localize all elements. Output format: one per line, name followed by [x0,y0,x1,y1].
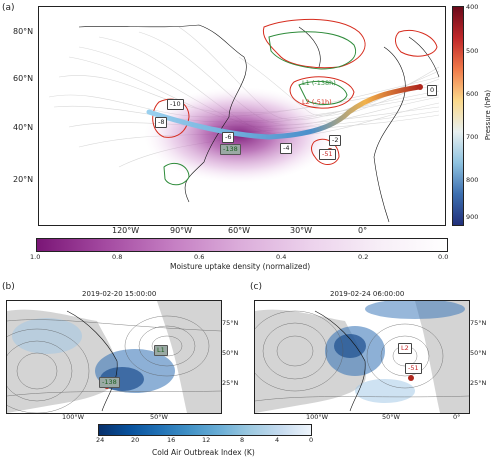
caoi-tick-20: 20 [131,436,140,444]
pressure-colorbar [452,6,464,226]
caoi-colorbar [98,424,312,436]
c-lat-25: 25°N [470,379,487,387]
b-lat-75: 75°N [222,319,239,327]
trajectory-end-point [417,84,423,90]
panel-b-letter: (b) [2,282,15,292]
b-lon-50w: 50°W [150,413,168,421]
panel-a-letter: (a) [2,3,15,13]
a-lon-30w: 30°W [290,226,313,235]
pressure-tick-400: 400 [466,3,479,11]
traj-label-0: 0 [427,85,438,96]
a-lon-0: 0° [358,226,368,235]
b-lon-100w: 100°W [62,413,85,421]
panel-c-map: L2 -51 [254,300,470,414]
b-lat-25: 25°N [222,379,239,387]
moisture-tick-04: 0.4 [276,253,287,261]
panel-b-time-label: -138 [99,377,120,388]
caoi-tick-24: 24 [96,436,105,444]
l1-contours [163,31,357,186]
pressure-tick-900: 900 [466,213,479,221]
a-lat-60: 60°N [13,74,34,83]
traj-label-4: -4 [280,143,293,154]
pressure-tick-800: 800 [466,176,479,184]
caoi-colorbar-title: Cold Air Outbreak Index (K) [152,448,255,457]
panel-a-map-svg [39,7,445,225]
moisture-colorbar-title: Moisture uptake density (normalized) [170,262,311,271]
legend-l2: L2 (-51h) [302,98,332,106]
pressure-tick-700: 700 [466,133,479,141]
pressure-tick-600: 600 [466,90,479,98]
panel-c-low-label: L2 [398,343,412,354]
c-lon-0: 0° [453,413,461,421]
traj-label-6: -6 [222,132,235,143]
traj-label-8: -8 [155,117,168,128]
moisture-colorbar [36,238,448,252]
traj-label-2: -2 [329,135,342,146]
c-lon-50w: 50°W [382,413,400,421]
legend-l1: L1 (-138h) [302,79,336,87]
moisture-tick-08: 0.8 [112,253,123,261]
a-lon-60w: 60°W [228,226,251,235]
pressure-colorbar-title: Pressure (hPa) [484,89,492,141]
a-lat-40: 40°N [13,123,34,132]
caoi-tick-16: 16 [167,436,176,444]
a-lon-120w: 120°W [112,226,140,235]
moisture-tick-1: 1.0 [30,253,41,261]
l2-time-label: -51 [319,149,336,160]
c-lon-100w: 100°W [306,413,329,421]
panel-b-title: 2019-02-20 15:00:00 [82,290,157,298]
a-lat-20: 20°N [13,175,34,184]
a-lon-90w: 90°W [170,226,193,235]
b-lat-50: 50°N [222,349,239,357]
moisture-tick-02: 0.2 [358,253,369,261]
pressure-tick-500: 500 [466,47,479,55]
panel-b-low-label: L1 [154,345,168,356]
c-lat-75: 75°N [470,319,487,327]
moisture-tick-0: 0.0 [438,253,449,261]
panel-c-letter: (c) [250,282,262,292]
caoi-tick-0: 0 [309,436,314,444]
panel-a-map: -10 -8 -6 -138 -4 -51 -2 0 L1 (-138h) L2… [38,6,446,226]
caoi-tick-12: 12 [202,436,211,444]
traj-label-10: -10 [167,99,184,110]
c-lat-50: 50°N [470,349,487,357]
caoi-tick-4: 4 [275,436,280,444]
panel-c-title: 2019-02-24 06:00:00 [330,290,405,298]
caoi-tick-8: 8 [240,436,245,444]
panel-b-svg [7,301,221,413]
a-lat-80: 80°N [13,27,34,36]
mean-trajectory [146,84,422,140]
panel-b-map: L1 -138 [6,300,222,414]
panel-c-time-label: -51 [405,363,422,374]
panel-c-svg [255,301,469,413]
l1-time-label: -138 [220,144,241,155]
moisture-tick-06: 0.6 [194,253,205,261]
